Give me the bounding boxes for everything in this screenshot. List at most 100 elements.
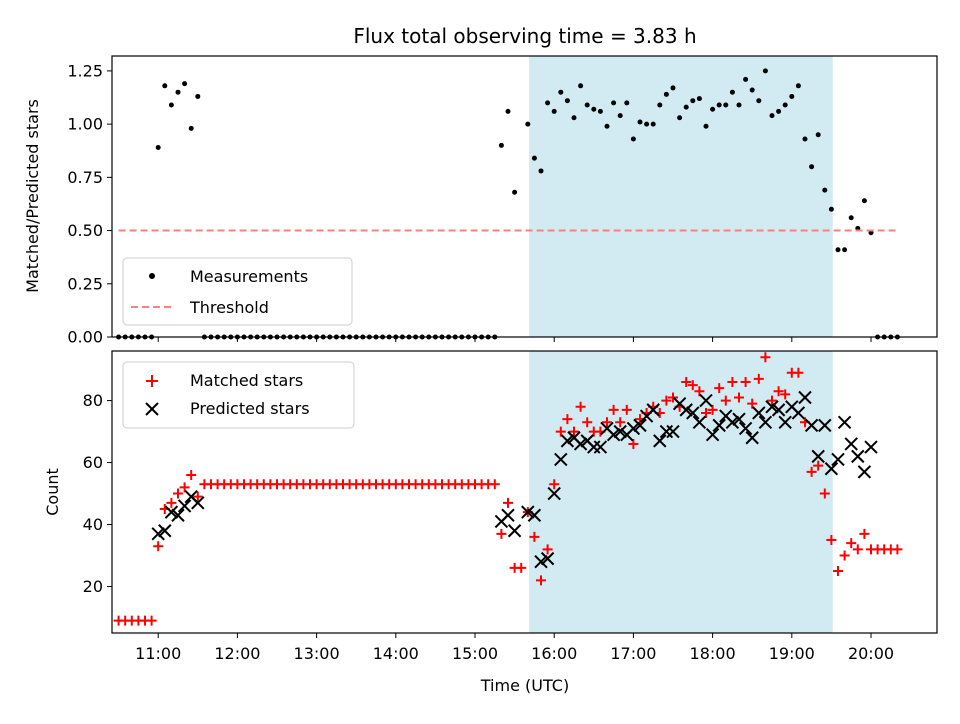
matched-stars-point — [727, 376, 738, 387]
measurement-point — [188, 125, 194, 131]
top-ytick-label: 0.75 — [67, 168, 103, 187]
predicted-stars-point — [732, 412, 746, 426]
bottom-chart-ylabel: Count — [43, 468, 62, 516]
measurement-point — [162, 83, 168, 89]
matched-legend-marker — [146, 375, 158, 387]
matched-stars-point — [489, 479, 500, 490]
predicted-stars-point — [164, 505, 179, 519]
top-ytick-label: 0.25 — [67, 274, 103, 293]
matched-stars-point — [173, 488, 183, 499]
predicted-stars-point — [851, 449, 865, 464]
predicted-stars-point — [626, 421, 641, 436]
measurement-point — [743, 76, 749, 82]
bottom-chart-xlabel: Time (UTC) — [480, 676, 569, 695]
matched-stars-point — [582, 417, 593, 428]
predicted-stars-point — [679, 403, 693, 417]
predicted-stars-point — [501, 508, 515, 522]
measurement-point — [604, 123, 610, 129]
matched-stars-point — [496, 528, 507, 539]
matched-stars-point — [760, 352, 771, 363]
predicted-stars-point — [758, 415, 773, 429]
measurement-point — [611, 100, 617, 106]
matched-stars-point — [701, 407, 711, 418]
predicted-stars-point — [540, 551, 555, 566]
bottom-xtick-label: 12:00 — [214, 644, 260, 663]
predicted-stars-point — [771, 403, 786, 417]
measurement-point — [815, 132, 821, 138]
measurement-point — [591, 106, 597, 112]
predicted-stars-point — [613, 424, 627, 439]
measurement-point — [578, 83, 584, 89]
measurement-point — [525, 121, 531, 127]
measurement-point — [512, 189, 518, 195]
measurement-point — [822, 187, 828, 193]
bottom-ytick-label: 40 — [83, 515, 103, 534]
predicted-stars-point — [791, 406, 806, 420]
predicted-stars-point — [725, 415, 740, 429]
matched-stars-point — [503, 497, 513, 508]
predicted-stars-point — [778, 415, 792, 429]
measurement-point — [789, 93, 795, 99]
top-ytick-label: 0.50 — [67, 221, 103, 240]
bottom-xtick-label: 17:00 — [610, 644, 656, 663]
predicted-stars-point — [521, 505, 535, 519]
matched-stars-point — [714, 383, 725, 394]
matched-stars-point — [852, 544, 863, 555]
measurement-point — [195, 93, 201, 99]
top-ytick-label: 1.00 — [67, 115, 103, 134]
predicted-stars-point — [831, 452, 845, 467]
measurement-point — [762, 68, 768, 74]
bottom-xtick-label: 19:00 — [769, 644, 815, 663]
predicted-stars-point — [798, 390, 812, 405]
matched-stars-point — [608, 404, 619, 415]
measurement-point — [690, 98, 696, 104]
predicted-stars-point — [804, 418, 819, 433]
matched-stars-point — [146, 615, 157, 626]
predicted-stars-point — [837, 415, 852, 429]
measurement-point — [723, 102, 729, 108]
matched-stars-point — [846, 538, 857, 549]
predicted-stars-point — [857, 465, 872, 479]
top-chart-title: Flux total observing time = 3.83 h — [353, 24, 696, 48]
measurement-point — [617, 113, 623, 119]
predicted-stars-point — [507, 524, 522, 538]
measurement-point — [782, 102, 788, 108]
matched-stars-point — [192, 491, 203, 502]
bottom-xtick-label: 13:00 — [294, 644, 340, 663]
measurement-point — [624, 100, 630, 106]
predicted-stars-point — [864, 440, 878, 454]
matched-stars-point — [859, 528, 870, 539]
predicted-stars-point — [699, 393, 713, 408]
measurement-point — [769, 113, 775, 119]
matched-stars-point — [621, 404, 632, 415]
measurement-point — [168, 102, 174, 108]
predicted-stars-point — [712, 418, 726, 433]
matched-legend-label: Matched stars — [190, 371, 303, 390]
matched-stars-point — [628, 438, 639, 449]
measurement-point — [597, 108, 603, 114]
matched-stars-point — [602, 417, 612, 428]
measurement-point — [650, 121, 656, 127]
matched-stars-point — [575, 401, 586, 412]
measurement-point — [716, 102, 722, 108]
predicted-stars-point — [534, 555, 548, 569]
predicted-stars-point — [606, 427, 621, 442]
predicted-stars-point — [844, 437, 858, 451]
matched-stars-point — [740, 376, 751, 387]
predicted-stars-point — [527, 508, 542, 522]
measurement-point — [710, 106, 716, 112]
measurement-point — [802, 136, 808, 142]
bottom-legend-frame — [122, 361, 355, 429]
matched-stars-point — [687, 380, 698, 391]
matched-stars-point — [542, 544, 553, 555]
matched-stars-point — [153, 541, 164, 552]
matched-stars-point — [569, 426, 579, 437]
predicted-stars-point — [818, 418, 832, 433]
matched-stars-point — [555, 426, 566, 437]
predicted-stars-point — [738, 421, 753, 436]
predicted-stars-point — [191, 496, 205, 510]
matched-stars-point — [668, 392, 678, 403]
top-legend: Measurements Threshold — [122, 257, 353, 326]
matched-stars-point — [892, 544, 903, 555]
